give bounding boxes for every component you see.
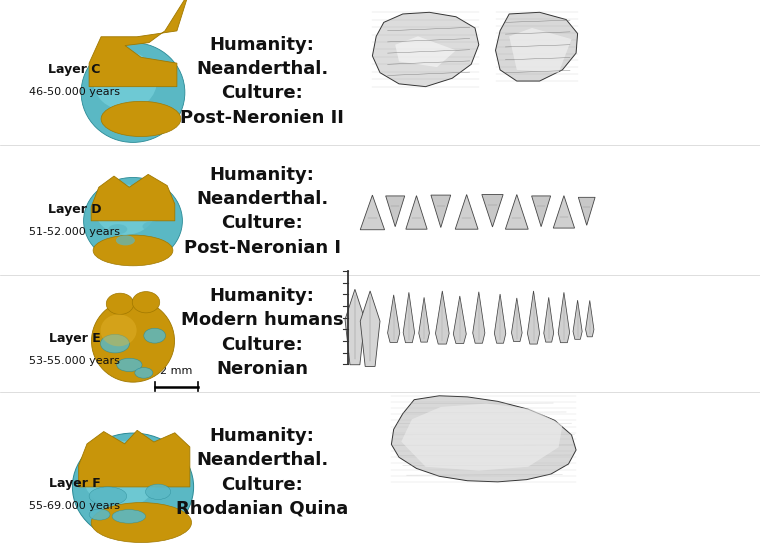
Polygon shape [345,290,365,365]
Polygon shape [406,196,427,229]
Polygon shape [509,28,572,73]
Polygon shape [360,195,385,230]
Polygon shape [435,291,449,344]
Polygon shape [543,297,553,342]
Polygon shape [391,396,576,482]
Ellipse shape [91,503,192,543]
Ellipse shape [84,178,182,264]
Polygon shape [453,296,466,343]
Polygon shape [455,195,478,229]
Polygon shape [401,404,562,471]
Polygon shape [558,292,570,343]
Ellipse shape [100,334,129,353]
Polygon shape [91,174,175,221]
Ellipse shape [101,101,181,136]
Ellipse shape [112,510,145,523]
Polygon shape [386,196,404,227]
Text: 46-50.000 years: 46-50.000 years [29,87,120,97]
Ellipse shape [144,328,166,343]
Text: 53-55.000 years: 53-55.000 years [29,356,120,366]
Text: Layer D: Layer D [48,203,101,216]
Ellipse shape [89,487,127,505]
Polygon shape [404,292,415,343]
Ellipse shape [83,440,158,509]
Ellipse shape [117,358,142,372]
Polygon shape [586,301,594,337]
Ellipse shape [72,433,194,541]
Polygon shape [431,195,451,228]
Polygon shape [89,0,188,87]
Ellipse shape [135,368,153,378]
Ellipse shape [116,235,135,245]
Ellipse shape [89,509,110,520]
Ellipse shape [95,184,156,235]
Text: Humanity:
Neanderthal.
Culture:
Post-Neronien II: Humanity: Neanderthal. Culture: Post-Ner… [180,36,344,126]
Polygon shape [78,430,190,487]
Polygon shape [532,196,550,227]
Text: 51-52.000 years: 51-52.000 years [29,227,120,237]
Ellipse shape [132,292,160,313]
Polygon shape [360,291,380,367]
Polygon shape [496,12,578,81]
Ellipse shape [81,42,185,143]
Polygon shape [395,36,456,67]
Text: Humanity:
Neanderthal.
Culture:
Rhodanian Quina: Humanity: Neanderthal. Culture: Rhodania… [176,427,348,518]
Ellipse shape [143,221,161,231]
Text: Layer E: Layer E [49,331,100,345]
Ellipse shape [108,224,128,234]
Ellipse shape [93,235,173,266]
Polygon shape [388,295,400,342]
Ellipse shape [93,51,157,110]
Text: 2 mm: 2 mm [160,366,192,376]
Polygon shape [473,292,485,343]
Polygon shape [527,291,540,344]
Polygon shape [578,197,595,225]
Text: Layer F: Layer F [49,477,100,490]
Text: Humanity:
Neanderthal.
Culture:
Post-Neronian I: Humanity: Neanderthal. Culture: Post-Ner… [184,166,340,257]
Polygon shape [372,12,479,87]
Polygon shape [505,195,528,229]
Polygon shape [482,195,503,227]
Polygon shape [573,300,582,339]
Polygon shape [553,196,575,228]
Polygon shape [419,297,429,342]
Ellipse shape [100,314,137,346]
Text: 55-69.000 years: 55-69.000 years [29,501,120,511]
Ellipse shape [91,300,175,382]
Ellipse shape [145,484,170,500]
Polygon shape [511,298,522,342]
Ellipse shape [106,293,134,314]
Text: Layer C: Layer C [49,63,100,77]
Polygon shape [495,294,506,343]
Text: Humanity:
Modern humans
Culture:
Neronian: Humanity: Modern humans Culture: Neronia… [181,287,344,378]
